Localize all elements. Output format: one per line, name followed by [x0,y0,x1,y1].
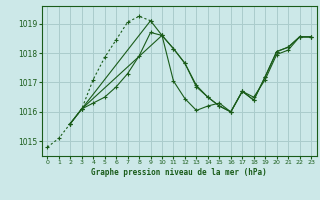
X-axis label: Graphe pression niveau de la mer (hPa): Graphe pression niveau de la mer (hPa) [91,168,267,177]
